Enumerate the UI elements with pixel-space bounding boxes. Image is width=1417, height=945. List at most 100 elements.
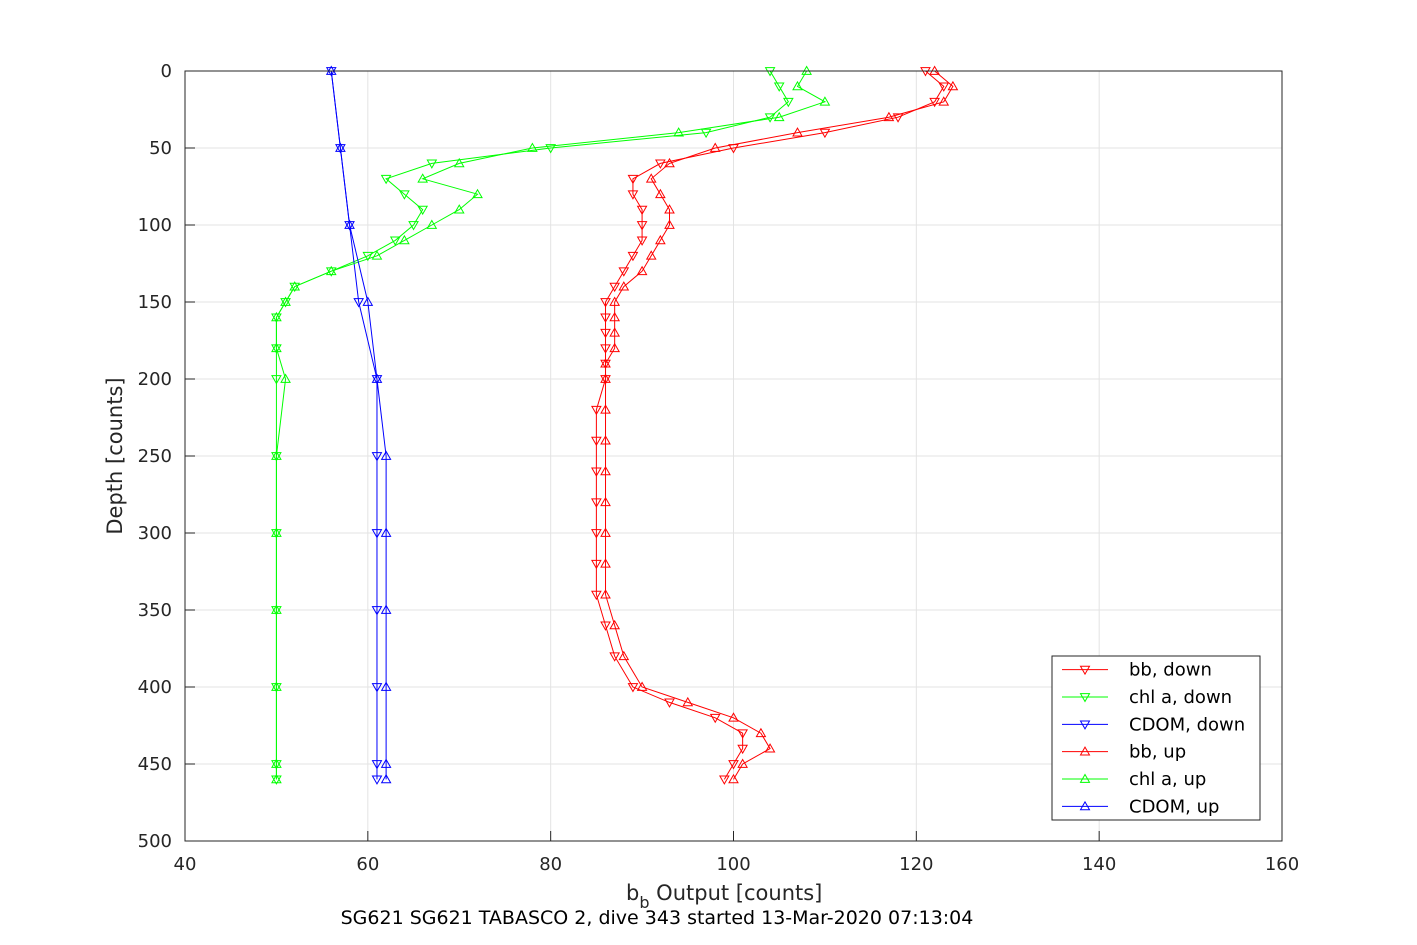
data-point-marker	[271, 773, 282, 784]
data-point-marker	[664, 204, 675, 214]
data-point-marker	[609, 296, 621, 306]
legend-label: chl a, up	[1129, 769, 1206, 790]
data-point-marker	[664, 698, 675, 708]
legend-item: chl a, down	[1062, 687, 1232, 708]
data-point-marker	[371, 775, 383, 785]
data-point-marker	[609, 342, 621, 353]
data-point-marker	[718, 775, 730, 785]
legend-marker	[1079, 773, 1091, 783]
y-tick-label: 150	[138, 292, 172, 313]
legend-item: chl a, up	[1062, 769, 1206, 790]
data-point-marker	[664, 219, 675, 229]
data-point-marker	[700, 128, 712, 139]
data-point-marker	[591, 559, 602, 570]
y-tick-label: 300	[138, 523, 172, 544]
x-axis-label-main: b	[626, 881, 639, 905]
x-axis-label-subscript: b	[639, 893, 649, 912]
data-point-marker	[609, 311, 621, 322]
data-point-marker	[591, 529, 602, 539]
data-point-marker	[600, 328, 611, 339]
y-tick-label: 250	[138, 446, 172, 467]
data-point-marker	[399, 190, 410, 200]
data-point-marker	[600, 465, 611, 476]
data-point-marker	[453, 157, 465, 168]
data-point-marker	[344, 219, 355, 229]
data-point-marker	[371, 452, 383, 462]
data-point-marker	[627, 251, 639, 262]
data-point-marker	[335, 142, 346, 152]
data-point-marker	[664, 157, 675, 168]
data-point-marker	[627, 190, 639, 200]
data-point-marker	[371, 250, 383, 260]
data-point-marker	[371, 373, 383, 383]
data-point-marker	[600, 527, 611, 537]
y-tick-label: 200	[138, 369, 172, 390]
data-point-marker	[728, 712, 739, 722]
data-point-marker	[271, 450, 282, 460]
data-point-marker	[453, 204, 465, 214]
series-bb-down	[591, 67, 950, 785]
data-point-marker	[819, 96, 831, 106]
data-point-marker	[792, 127, 803, 137]
data-point-marker	[938, 82, 950, 92]
data-point-marker	[271, 375, 282, 385]
data-point-marker	[920, 67, 931, 77]
data-point-marker	[636, 236, 648, 246]
data-point-marker	[636, 205, 648, 216]
data-point-marker	[380, 604, 392, 614]
data-point-marker	[728, 760, 739, 770]
legend-box	[1051, 655, 1261, 821]
data-point-marker	[636, 681, 648, 691]
data-point-marker	[773, 82, 785, 92]
data-point-marker	[399, 234, 410, 245]
data-point-marker	[636, 265, 648, 276]
data-point-marker	[380, 527, 392, 537]
legend-label: chl a, down	[1129, 687, 1232, 708]
data-point-marker	[371, 606, 383, 616]
data-point-marker	[600, 496, 611, 507]
data-point-marker	[289, 281, 301, 291]
legend-marker	[1079, 746, 1091, 756]
x-tick-label: 100	[716, 854, 750, 875]
series-chl-a-up	[271, 65, 831, 784]
data-point-marker	[271, 527, 282, 537]
data-point-marker	[883, 111, 895, 122]
data-point-marker	[728, 773, 739, 784]
data-point-marker	[618, 650, 630, 661]
data-point-marker	[325, 265, 337, 276]
legend-marker	[1079, 800, 1091, 811]
data-point-marker	[764, 743, 776, 753]
data-point-marker	[362, 296, 374, 306]
data-point-marker	[271, 311, 282, 322]
data-point-marker	[801, 65, 812, 75]
legend-marker	[1079, 693, 1091, 703]
data-point-marker	[591, 436, 602, 447]
x-axis-label-rest: Output [counts]	[650, 881, 823, 905]
data-point-marker	[609, 619, 621, 630]
data-point-marker	[600, 298, 611, 308]
data-point-marker	[371, 683, 383, 693]
y-tick-label: 50	[149, 138, 172, 159]
y-tick-label: 400	[138, 677, 172, 698]
data-point-marker	[819, 128, 831, 139]
data-point-marker	[627, 174, 639, 185]
data-point-marker	[764, 67, 776, 77]
data-point-marker	[618, 281, 630, 291]
x-tick-label: 160	[1265, 854, 1299, 875]
data-point-marker	[709, 713, 721, 724]
data-point-marker	[380, 681, 392, 691]
data-point-marker	[737, 744, 749, 755]
data-point-marker	[645, 250, 657, 260]
data-point-marker	[271, 604, 282, 614]
x-tick-label: 40	[174, 854, 197, 875]
data-point-marker	[280, 296, 291, 306]
data-point-marker	[545, 144, 557, 154]
data-point-marker	[655, 188, 666, 199]
data-point-marker	[417, 205, 429, 216]
data-point-marker	[600, 589, 611, 599]
y-tick-label: 100	[138, 215, 172, 236]
series-line	[595, 70, 945, 780]
series-line	[275, 70, 827, 780]
data-point-marker	[371, 529, 383, 539]
ticks: 40 60 80 100 120 140 160 0 50 100 150 200 250 300 350 4…	[138, 61, 1300, 875]
